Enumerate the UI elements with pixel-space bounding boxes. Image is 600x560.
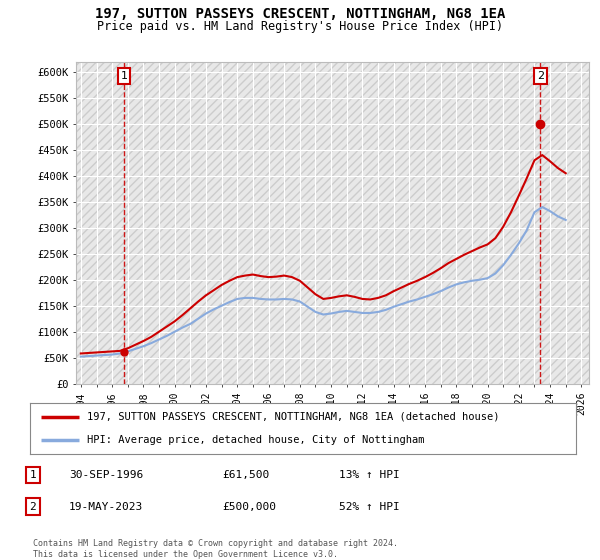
Text: Price paid vs. HM Land Registry's House Price Index (HPI): Price paid vs. HM Land Registry's House …: [97, 20, 503, 32]
Text: 30-SEP-1996: 30-SEP-1996: [69, 470, 143, 480]
Text: £61,500: £61,500: [222, 470, 269, 480]
Text: 13% ↑ HPI: 13% ↑ HPI: [339, 470, 400, 480]
Text: 2: 2: [537, 71, 544, 81]
Text: Contains HM Land Registry data © Crown copyright and database right 2024.
This d: Contains HM Land Registry data © Crown c…: [33, 539, 398, 559]
Text: £500,000: £500,000: [222, 502, 276, 512]
Text: 52% ↑ HPI: 52% ↑ HPI: [339, 502, 400, 512]
Text: HPI: Average price, detached house, City of Nottingham: HPI: Average price, detached house, City…: [88, 435, 425, 445]
Text: 2: 2: [29, 502, 37, 512]
Text: 197, SUTTON PASSEYS CRESCENT, NOTTINGHAM, NG8 1EA (detached house): 197, SUTTON PASSEYS CRESCENT, NOTTINGHAM…: [88, 412, 500, 422]
Text: 197, SUTTON PASSEYS CRESCENT, NOTTINGHAM, NG8 1EA: 197, SUTTON PASSEYS CRESCENT, NOTTINGHAM…: [95, 7, 505, 21]
Text: 1: 1: [29, 470, 37, 480]
Text: 1: 1: [121, 71, 127, 81]
Text: 19-MAY-2023: 19-MAY-2023: [69, 502, 143, 512]
